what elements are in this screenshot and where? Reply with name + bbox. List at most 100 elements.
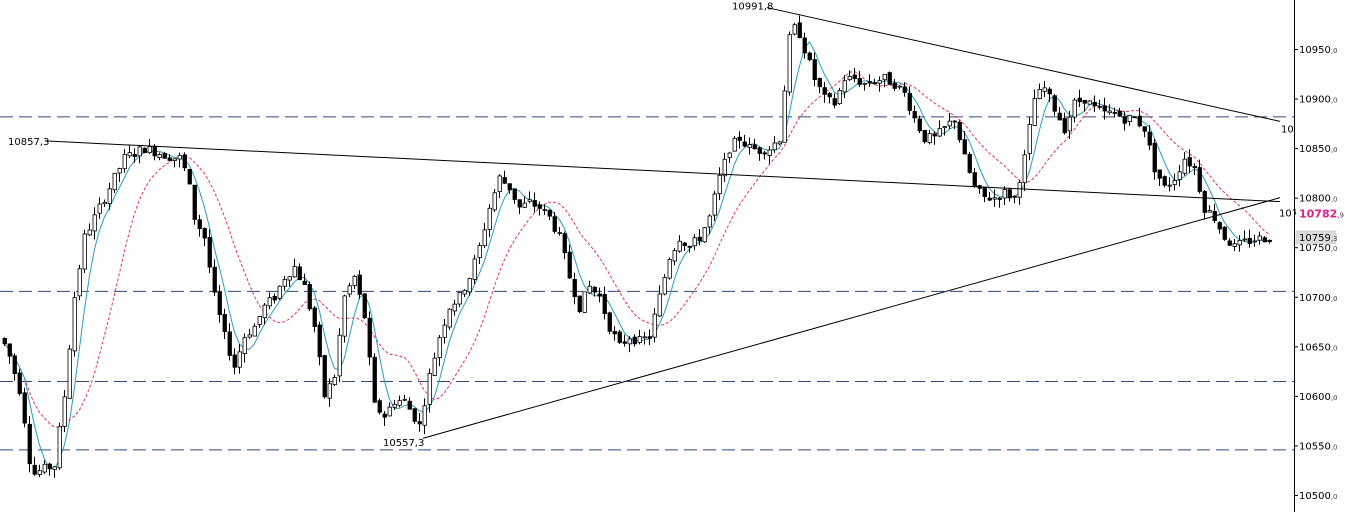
- candle: [457, 291, 462, 308]
- candle: [337, 328, 342, 383]
- candle: [127, 144, 132, 159]
- candle-body: [67, 348, 72, 399]
- candle-body: [1127, 114, 1132, 123]
- candle-body: [312, 307, 317, 327]
- candle-body: [787, 34, 792, 93]
- candle: [837, 87, 842, 106]
- candle: [7, 343, 12, 365]
- fast-moving-average: [4, 41, 1270, 470]
- candle: [742, 134, 747, 148]
- candle: [122, 149, 127, 173]
- trendline-middle: [44, 140, 1281, 203]
- candle: [552, 212, 557, 234]
- candle-body: [1152, 142, 1157, 173]
- candle: [532, 192, 537, 213]
- candle-body: [967, 153, 972, 173]
- candle: [67, 345, 72, 400]
- candle: [477, 242, 482, 264]
- candle: [662, 274, 667, 296]
- candle: [437, 335, 442, 367]
- candle-body: [937, 128, 942, 137]
- candle: [1122, 111, 1127, 131]
- candle-body: [797, 22, 802, 39]
- candle-body: [1242, 238, 1247, 241]
- candle-body: [567, 251, 572, 279]
- candle-body: [597, 293, 602, 297]
- candle-body: [702, 227, 707, 243]
- candle: [362, 293, 367, 320]
- candle-body: [267, 297, 272, 307]
- candle-body: [672, 250, 677, 262]
- candle: [1232, 238, 1237, 252]
- candle-body: [197, 219, 202, 230]
- candle-body: [167, 157, 172, 161]
- candles: [2, 15, 1272, 478]
- candle-body: [137, 146, 142, 157]
- candle-body: [927, 133, 932, 144]
- candle-body: [487, 207, 492, 230]
- candle-body: [492, 192, 497, 211]
- candle-body: [537, 204, 542, 209]
- candle: [592, 286, 597, 297]
- candle-body: [327, 383, 332, 399]
- candle-body: [1077, 97, 1082, 103]
- candle-body: [432, 357, 437, 376]
- candle-body: [647, 336, 652, 339]
- candle: [822, 81, 827, 103]
- candle-body: [1182, 158, 1187, 174]
- candle-body: [752, 144, 757, 150]
- candle: [587, 280, 592, 294]
- candle-body: [1047, 88, 1052, 95]
- candle-body: [372, 356, 377, 403]
- candle: [1002, 186, 1007, 206]
- candle-body: [142, 147, 147, 154]
- candle-body: [437, 337, 442, 359]
- candle: [737, 131, 742, 149]
- candle-body: [817, 78, 822, 88]
- candle: [752, 138, 757, 150]
- candle: [877, 76, 882, 92]
- candle: [187, 168, 192, 185]
- candle: [857, 70, 862, 87]
- candle: [1017, 180, 1022, 205]
- candle-body: [627, 338, 632, 345]
- candle: [1037, 83, 1042, 100]
- candle-body: [512, 188, 517, 200]
- candle-body: [517, 199, 522, 208]
- candle: [82, 229, 87, 273]
- candle: [672, 248, 677, 266]
- candle-body: [77, 268, 82, 297]
- candle-body: [32, 464, 37, 475]
- candle: [1072, 97, 1077, 123]
- candle-body: [837, 90, 842, 105]
- candle-body: [317, 324, 322, 358]
- candle: [2, 337, 7, 346]
- candle-body: [7, 343, 12, 357]
- candle-body: [72, 297, 77, 352]
- candle-body: [387, 406, 392, 417]
- candle-body: [712, 193, 717, 216]
- candle: [922, 129, 927, 144]
- candle: [417, 413, 422, 432]
- candle-body: [552, 216, 557, 232]
- candle: [492, 189, 497, 212]
- candle: [212, 259, 217, 296]
- candle: [1132, 115, 1137, 119]
- candle-body: [342, 295, 347, 337]
- candle: [352, 275, 357, 290]
- candle-body: [847, 75, 852, 81]
- candle-body: [1132, 116, 1137, 119]
- candle: [407, 397, 412, 410]
- candle: [942, 126, 947, 136]
- candle: [182, 152, 187, 171]
- candle-body: [447, 308, 452, 328]
- candle-body: [377, 400, 382, 413]
- candle-body: [522, 202, 527, 208]
- candle-body: [227, 331, 232, 356]
- candle: [107, 182, 112, 211]
- candle-body: [562, 233, 567, 254]
- candle-body: [1092, 101, 1097, 107]
- candle-body: [1227, 240, 1232, 246]
- candle-body: [882, 74, 887, 81]
